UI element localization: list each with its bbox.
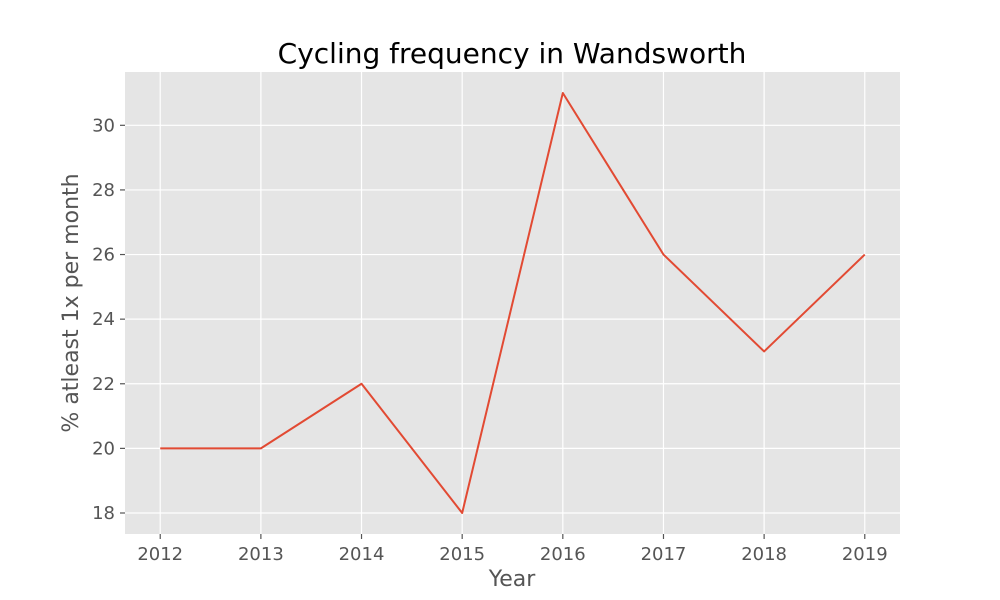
x-tick-label: 2015 — [439, 544, 485, 565]
chart-title: Cycling frequency in Wandsworth — [278, 37, 747, 70]
series-line — [160, 92, 866, 514]
x-tick-label: 2019 — [842, 544, 888, 565]
tick-layer: 2012 2013 2014 2015 2016 2017 2018 2019 18 20 22 24… — [92, 115, 888, 565]
x-tick-label: 2013 — [238, 544, 284, 565]
x-tick-label: 2018 — [741, 544, 787, 565]
y-axis-label: % atleast 1x per month — [59, 173, 84, 432]
y-tick-label: 22 — [92, 374, 115, 395]
series-layer — [160, 92, 866, 514]
grid-layer — [125, 72, 900, 534]
x-tick-label: 2016 — [540, 544, 586, 565]
y-tick-label: 26 — [92, 245, 115, 266]
y-tick-label: 24 — [92, 309, 115, 330]
x-axis-label: Year — [488, 567, 537, 592]
x-tick-label: 2014 — [339, 544, 385, 565]
y-tick-label: 28 — [92, 180, 115, 201]
y-tick-label: 20 — [92, 438, 115, 459]
y-tick-label: 30 — [92, 115, 115, 136]
x-tick-label: 2012 — [137, 544, 183, 565]
y-tick-label: 18 — [92, 503, 115, 524]
x-tick-label: 2017 — [641, 544, 687, 565]
